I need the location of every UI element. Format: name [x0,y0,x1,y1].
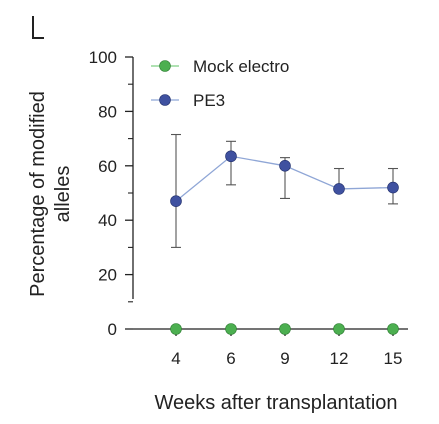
y-axis-title-line-2: alleles [52,166,74,223]
legend-label-mock: Mock electro [193,57,289,76]
x-tick-label-9: 9 [280,349,289,368]
point-pe3-12 [333,183,345,195]
series-layer [170,133,399,335]
point-pe3-6 [225,150,237,163]
point-mock-6 [225,323,237,335]
x-tick-label-12: 12 [330,349,349,368]
point-pe3-15 [387,181,399,194]
point-mock-12 [333,323,345,335]
point-mock-9 [279,323,291,335]
point-pe3-4 [170,195,182,207]
x-axis-ticks: 4 6 9 12 15 [171,329,402,368]
point-pe3-9 [279,160,291,172]
legend-marker-pe3 [159,94,171,106]
y-tick-label-0: 0 [108,320,117,339]
x-tick-label-15: 15 [384,349,403,368]
y-tick-label-40: 40 [98,211,117,230]
legend: Mock electro PE3 [151,57,289,110]
y-axis-ticks: 0 20 40 60 80 100 [89,48,133,339]
point-mock-15 [387,323,399,335]
legend-marker-mock [159,60,171,72]
y-tick-label-20: 20 [98,266,117,285]
y-tick-label-100: 100 [89,48,117,67]
x-axis-title: Weeks after transplantation [154,392,397,414]
corner-mark [32,16,44,39]
x-tick-label-6: 6 [226,349,235,368]
y-tick-label-80: 80 [98,102,117,121]
legend-label-pe3: PE3 [193,91,225,110]
y-axis-title-line-1: Percentage of modified [27,91,49,297]
point-mock-4 [170,323,182,335]
x-tick-label-4: 4 [171,349,180,368]
y-tick-label-60: 60 [98,157,117,176]
